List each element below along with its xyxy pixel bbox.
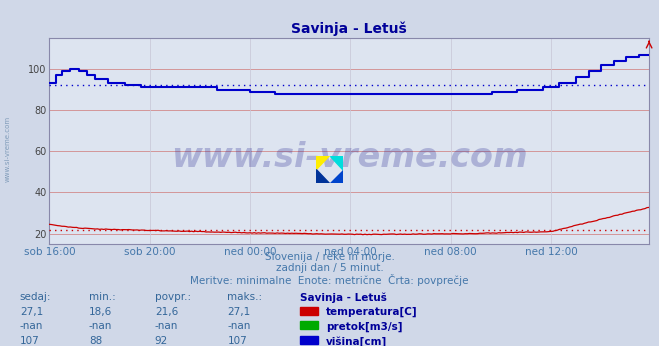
Text: 107: 107 <box>20 336 40 346</box>
Text: -nan: -nan <box>155 321 178 331</box>
Text: -nan: -nan <box>20 321 43 331</box>
Text: 21,6: 21,6 <box>155 307 178 317</box>
Text: 92: 92 <box>155 336 168 346</box>
Text: zadnji dan / 5 minut.: zadnji dan / 5 minut. <box>275 263 384 273</box>
Text: Slovenija / reke in morje.: Slovenija / reke in morje. <box>264 252 395 262</box>
Title: Savinja - Letuš: Savinja - Letuš <box>291 21 407 36</box>
Text: min.:: min.: <box>89 292 116 302</box>
Text: maks.:: maks.: <box>227 292 262 302</box>
Text: Meritve: minimalne  Enote: metrične  Črta: povprečje: Meritve: minimalne Enote: metrične Črta:… <box>190 274 469 286</box>
Text: www.si-vreme.com: www.si-vreme.com <box>5 116 11 182</box>
Text: 107: 107 <box>227 336 247 346</box>
Text: pretok[m3/s]: pretok[m3/s] <box>326 321 403 332</box>
Text: 27,1: 27,1 <box>20 307 43 317</box>
Polygon shape <box>330 156 343 170</box>
Polygon shape <box>330 170 343 183</box>
Text: 27,1: 27,1 <box>227 307 250 317</box>
Text: višina[cm]: višina[cm] <box>326 336 387 346</box>
Text: temperatura[C]: temperatura[C] <box>326 307 418 317</box>
Polygon shape <box>316 170 330 183</box>
Text: 18,6: 18,6 <box>89 307 112 317</box>
Text: -nan: -nan <box>227 321 250 331</box>
Text: 88: 88 <box>89 336 102 346</box>
Text: -nan: -nan <box>89 321 112 331</box>
Text: Savinja - Letuš: Savinja - Letuš <box>300 292 387 303</box>
Text: povpr.:: povpr.: <box>155 292 191 302</box>
Text: sedaj:: sedaj: <box>20 292 51 302</box>
Polygon shape <box>316 156 330 170</box>
Text: www.si-vreme.com: www.si-vreme.com <box>171 141 528 174</box>
